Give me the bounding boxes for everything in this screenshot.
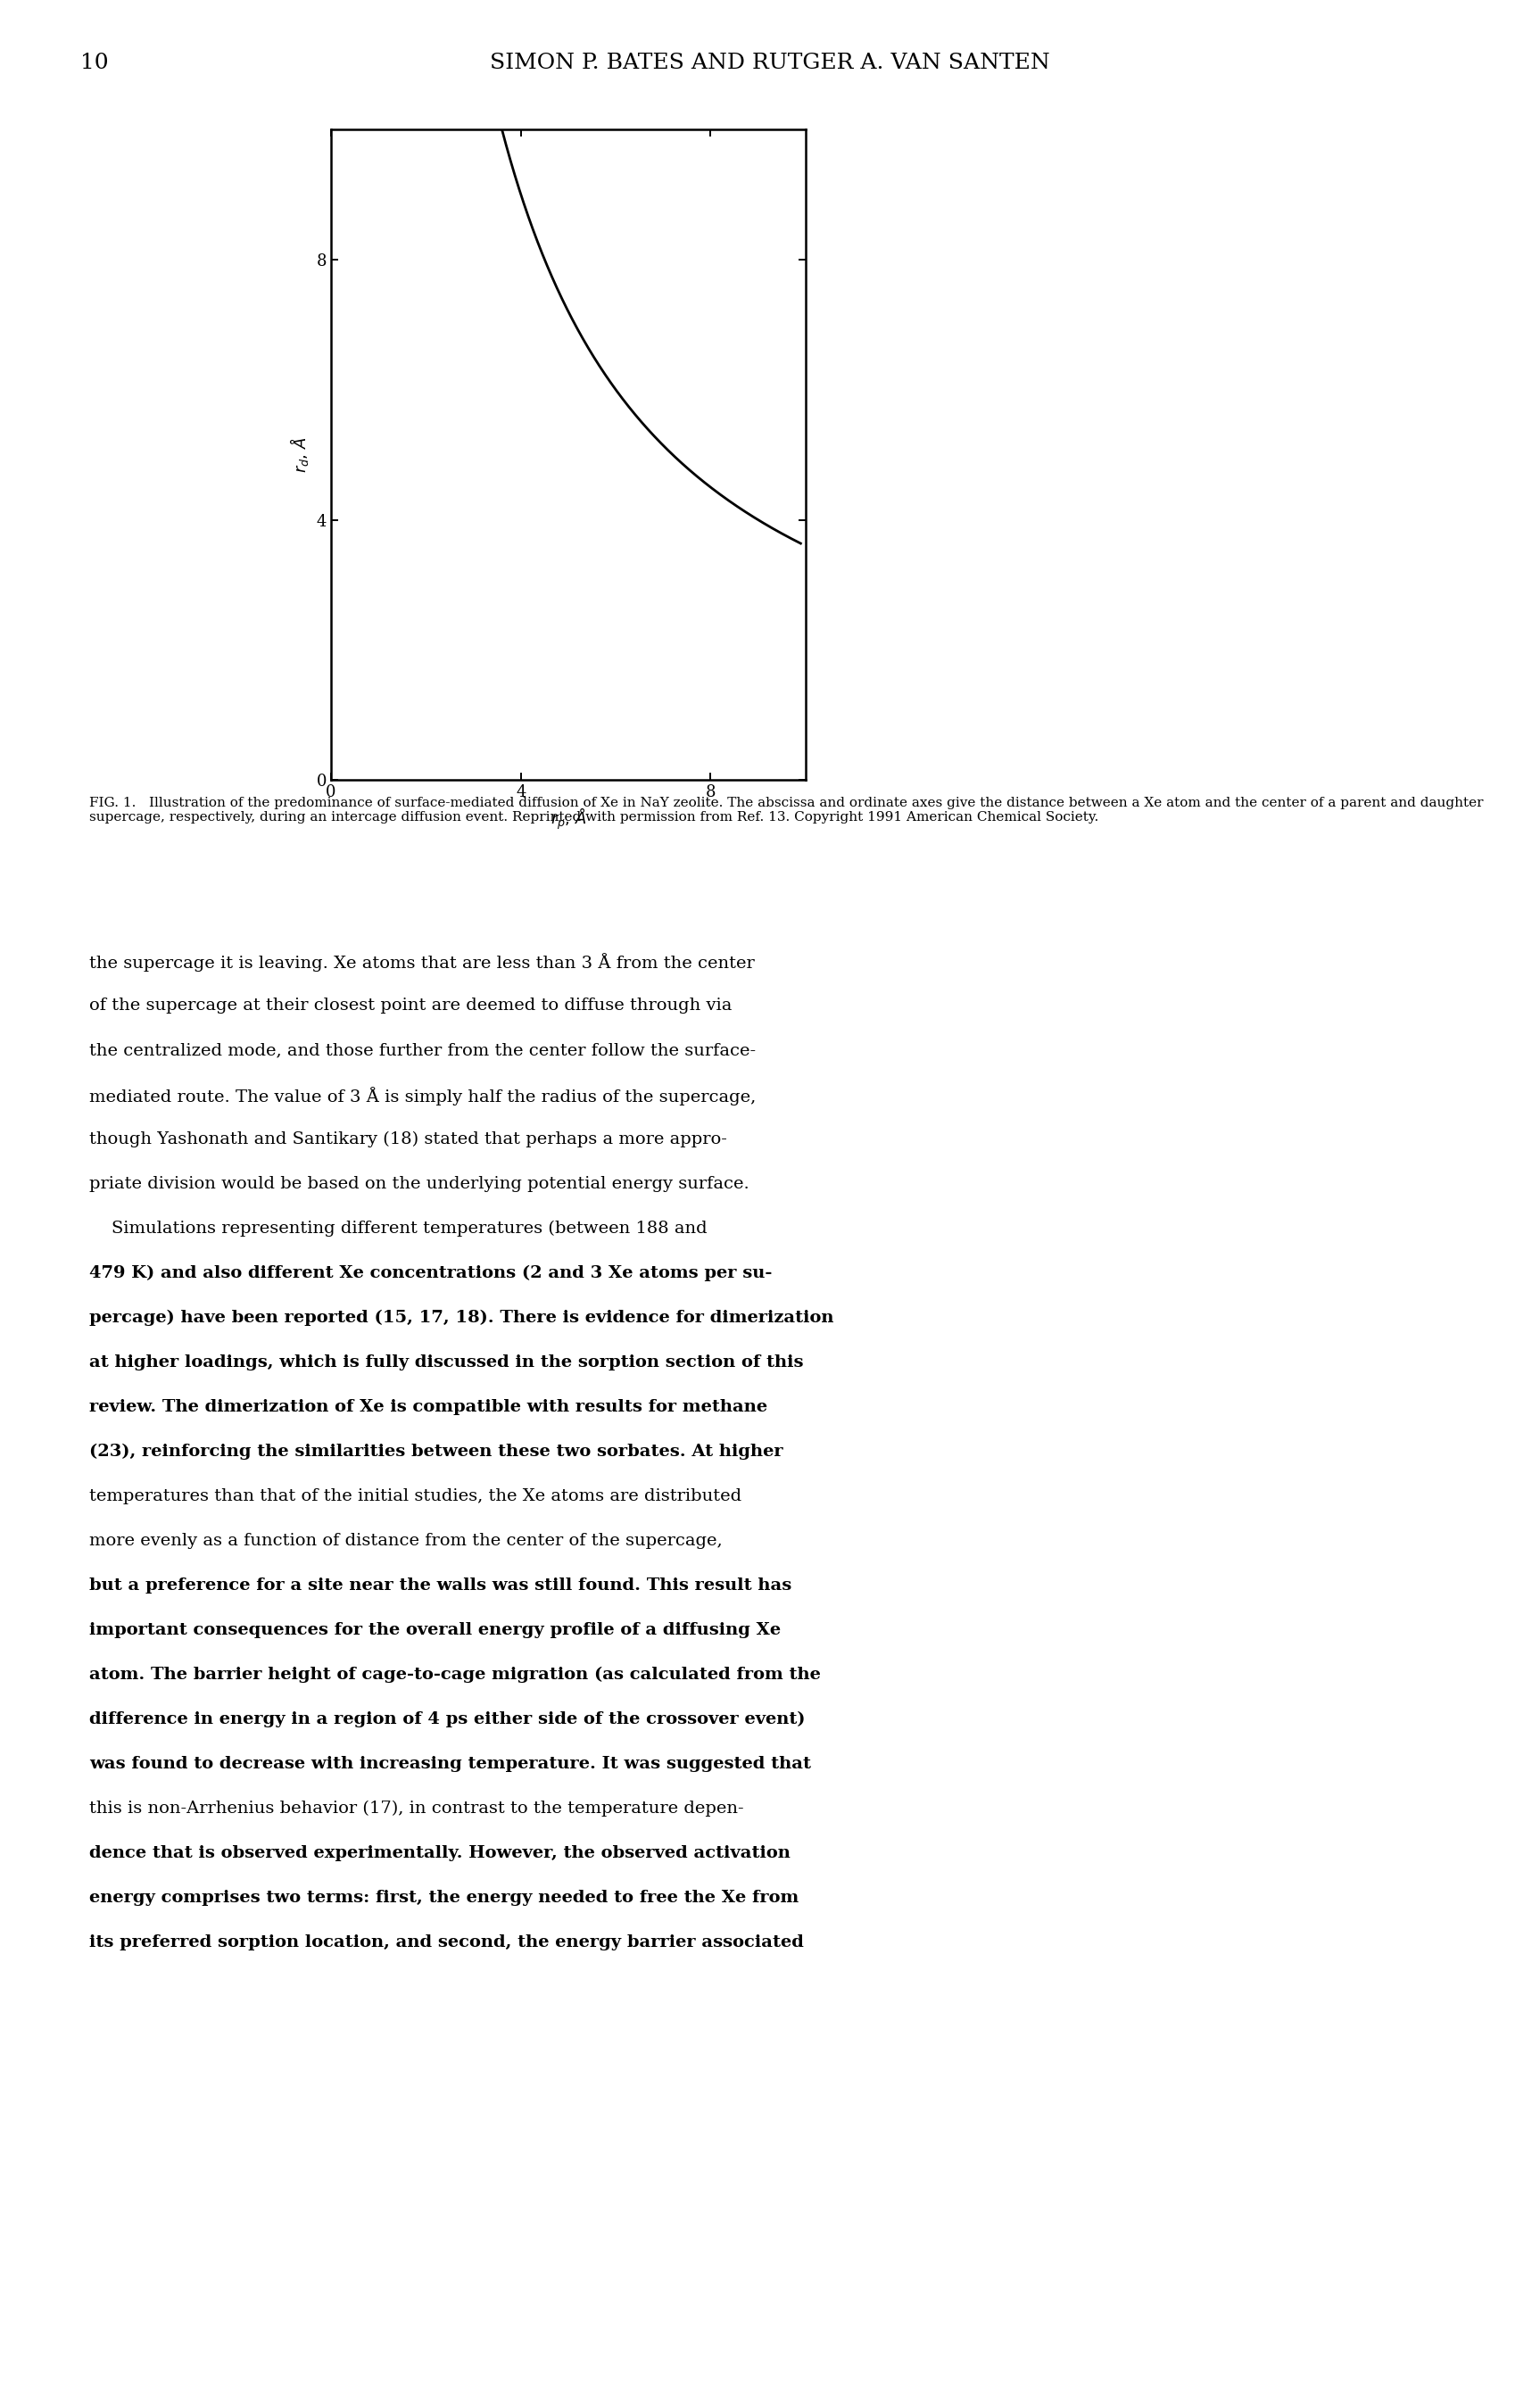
Text: 10: 10 — [80, 53, 108, 74]
Text: but a preference for a site near the walls was still found. This result has: but a preference for a site near the wal… — [89, 1577, 792, 1594]
Text: at higher loadings, which is fully discussed in the sorption section of this: at higher loadings, which is fully discu… — [89, 1354, 804, 1371]
Text: SIMON P. BATES AND RUTGER A. VAN SANTEN: SIMON P. BATES AND RUTGER A. VAN SANTEN — [490, 53, 1050, 74]
Text: (23), reinforcing the similarities between these two sorbates. At higher: (23), reinforcing the similarities betwe… — [89, 1443, 784, 1460]
Text: this is non-Arrhenius behavior (17), in contrast to the temperature depen-: this is non-Arrhenius behavior (17), in … — [89, 1800, 744, 1816]
Text: its preferred sorption location, and second, the energy barrier associated: its preferred sorption location, and sec… — [89, 1934, 804, 1950]
Text: difference in energy in a region of 4 ps either side of the crossover event): difference in energy in a region of 4 ps… — [89, 1711, 805, 1728]
Text: Simulations representing different temperatures (between 188 and: Simulations representing different tempe… — [89, 1220, 707, 1237]
Text: energy comprises two terms: first, the energy needed to free the Xe from: energy comprises two terms: first, the e… — [89, 1890, 799, 1905]
Text: of the supercage at their closest point are deemed to diffuse through via: of the supercage at their closest point … — [89, 998, 732, 1015]
Text: important consequences for the overall energy profile of a diffusing Xe: important consequences for the overall e… — [89, 1622, 781, 1639]
X-axis label: $r_p$, $\AA$: $r_p$, $\AA$ — [550, 806, 587, 833]
Text: was found to decrease with increasing temperature. It was suggested that: was found to decrease with increasing te… — [89, 1756, 812, 1771]
Text: mediated route. The value of 3 Å is simply half the radius of the supercage,: mediated route. The value of 3 Å is simp… — [89, 1086, 756, 1106]
Text: review. The dimerization of Xe is compatible with results for methane: review. The dimerization of Xe is compat… — [89, 1400, 767, 1414]
Text: percage) have been reported (15, 17, 18). There is evidence for dimerization: percage) have been reported (15, 17, 18)… — [89, 1309, 833, 1326]
Text: the centralized mode, and those further from the center follow the surface-: the centralized mode, and those further … — [89, 1041, 756, 1058]
Text: atom. The barrier height of cage-to-cage migration (as calculated from the: atom. The barrier height of cage-to-cage… — [89, 1666, 821, 1682]
Text: priate division would be based on the underlying potential energy surface.: priate division would be based on the un… — [89, 1175, 750, 1192]
Text: more evenly as a function of distance from the center of the supercage,: more evenly as a function of distance fr… — [89, 1534, 722, 1548]
Text: the supercage it is leaving. Xe atoms that are less than 3 Å from the center: the supercage it is leaving. Xe atoms th… — [89, 952, 755, 972]
Text: temperatures than that of the initial studies, the Xe atoms are distributed: temperatures than that of the initial st… — [89, 1488, 742, 1505]
Text: FIG. 1.   Illustration of the predominance of surface-mediated diffusion of Xe i: FIG. 1. Illustration of the predominance… — [89, 797, 1483, 823]
Text: dence that is observed experimentally. However, the observed activation: dence that is observed experimentally. H… — [89, 1845, 790, 1862]
Text: 479 K) and also different Xe concentrations (2 and 3 Xe atoms per su-: 479 K) and also different Xe concentrati… — [89, 1266, 772, 1283]
Text: though Yashonath and Santikary (18) stated that perhaps a more appro-: though Yashonath and Santikary (18) stat… — [89, 1132, 727, 1149]
Y-axis label: $r_d$, $\AA$: $r_d$, $\AA$ — [288, 436, 310, 474]
